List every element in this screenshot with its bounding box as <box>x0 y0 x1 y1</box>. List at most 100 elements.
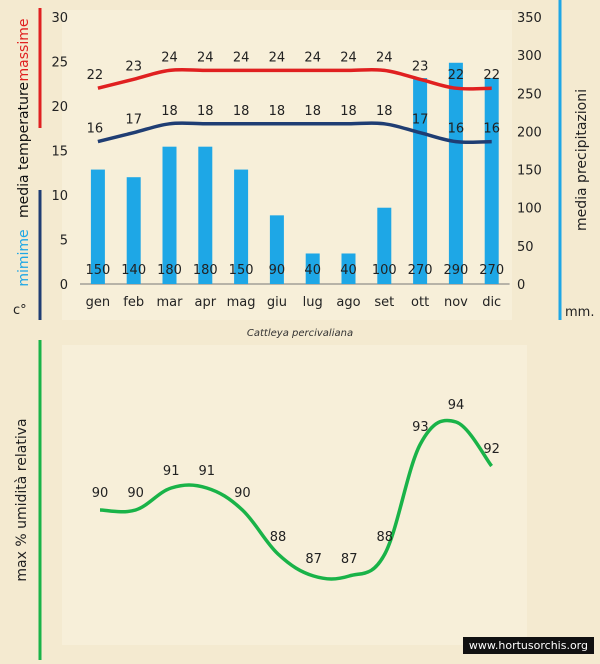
right-tick-label: 0 <box>517 278 525 293</box>
min-label: mimime <box>16 229 32 286</box>
temperature-value-label: 18 <box>304 104 321 119</box>
top-category-label: ott <box>411 295 429 310</box>
right-tick-label: 50 <box>517 240 534 255</box>
right-unit-label: mm. <box>565 305 594 320</box>
bar-value-label: 150 <box>85 263 110 278</box>
bar-value-label: 40 <box>304 263 321 278</box>
top-category-label: lug <box>303 295 323 310</box>
top-category-label: dic <box>482 295 501 310</box>
right-tick-label: 350 <box>517 11 542 26</box>
temperature-value-label: 22 <box>448 68 465 83</box>
precipitation-bar <box>448 62 463 285</box>
top-category-label: feb <box>123 295 144 310</box>
temperature-value-label: 18 <box>269 104 286 119</box>
precipitation-axis-label: media precipitazioni <box>574 89 590 231</box>
bar-value-label: 180 <box>193 263 218 278</box>
left-tick-label: 30 <box>51 11 68 26</box>
top-category-label: gen <box>86 295 111 310</box>
min-temperature-line <box>97 121 492 145</box>
top-category-label: ago <box>336 295 360 310</box>
temperature-value-label: 24 <box>340 50 357 65</box>
humidity-value-label: 88 <box>377 530 394 545</box>
top-category-label: nov <box>444 295 468 310</box>
humidity-line <box>99 418 494 581</box>
humidity-value-label: 87 <box>305 552 322 567</box>
temperature-value-label: 18 <box>340 104 357 119</box>
temperature-value-label: 17 <box>412 113 429 128</box>
humidity-value-label: 93 <box>412 420 429 435</box>
humidity-value-label: 91 <box>163 464 180 479</box>
humidity-value-label: 87 <box>341 552 358 567</box>
top-category-label: apr <box>195 295 217 310</box>
watermark: www.hortusorchis.org <box>462 637 594 654</box>
chart-title: Cattleya percivaliana <box>247 328 353 339</box>
precipitation-bar <box>484 78 499 285</box>
bar-value-label: 180 <box>157 263 182 278</box>
temperature-value-label: 22 <box>483 68 500 83</box>
temperature-value-label: 18 <box>161 104 178 119</box>
left-tick-label: 0 <box>60 278 68 293</box>
left-tick-label: 15 <box>51 145 68 160</box>
right-tick-label: 100 <box>517 202 542 217</box>
bar-value-label: 140 <box>121 263 146 278</box>
precipitation-bar <box>90 169 105 284</box>
bar-value-label: 270 <box>408 263 433 278</box>
precipitation-bar <box>377 207 392 284</box>
temperature-value-label: 24 <box>376 50 393 65</box>
precipitation-bar <box>341 253 356 284</box>
top-category-label: mar <box>157 295 184 310</box>
temperature-value-label: 22 <box>87 68 104 83</box>
temperature-value-label: 24 <box>304 50 321 65</box>
temperature-value-label: 18 <box>233 104 250 119</box>
temperature-value-label: 24 <box>233 50 250 65</box>
precipitation-bar <box>413 78 428 285</box>
temperature-value-label: 18 <box>197 104 214 119</box>
bar-value-label: 100 <box>372 263 397 278</box>
left-tick-label: 10 <box>51 189 68 204</box>
top-category-label: set <box>374 295 394 310</box>
temperature-value-label: 23 <box>125 59 142 74</box>
temperature-value-label: 24 <box>269 50 286 65</box>
humidity-chart: max % umidità relativa 90 90 91 91 90 88 87 87 88… <box>14 340 500 660</box>
precipitation-bar <box>162 146 177 284</box>
right-tick-label: 300 <box>517 49 542 64</box>
humidity-value-label: 90 <box>234 486 251 501</box>
max-temperature-line <box>97 67 492 91</box>
humidity-value-label: 92 <box>483 442 500 457</box>
humidity-value-label: 94 <box>448 398 465 413</box>
precipitation-bar <box>198 146 213 284</box>
temperature-value-label: 18 <box>376 104 393 119</box>
temperature-value-label: 24 <box>161 50 178 65</box>
humidity-axis-label: max % umidità relativa <box>14 418 30 581</box>
left-tick-label: 25 <box>51 56 68 71</box>
temperature-value-label: 23 <box>412 59 429 74</box>
temperature-value-label: 16 <box>448 122 465 137</box>
humidity-value-label: 90 <box>127 486 144 501</box>
left-tick-label: 5 <box>60 234 68 249</box>
max-label: massime <box>16 19 32 82</box>
bar-value-label: 150 <box>229 263 254 278</box>
precipitation-bar <box>234 169 249 284</box>
bottom-chart-panel <box>62 345 527 645</box>
left-unit-label: c° <box>13 303 27 318</box>
temperature-value-label: 16 <box>87 122 104 137</box>
precipitation-bar <box>269 215 284 284</box>
bar-value-label: 40 <box>340 263 357 278</box>
precipitation-bar <box>305 253 320 284</box>
precipitation-bar <box>126 177 141 284</box>
right-tick-label: 250 <box>517 87 542 102</box>
humidity-value-label: 90 <box>92 486 109 501</box>
bar-value-label: 90 <box>269 263 286 278</box>
temperature-axis-label: media temperature <box>16 82 32 218</box>
right-tick-label: 150 <box>517 164 542 179</box>
bar-value-label: 290 <box>443 263 468 278</box>
left-tick-label: 20 <box>51 100 68 115</box>
temperature-value-label: 24 <box>197 50 214 65</box>
bar-value-label: 270 <box>479 263 504 278</box>
temperature-value-label: 17 <box>125 113 142 128</box>
right-tick-label: 200 <box>517 125 542 140</box>
top-category-label: giu <box>267 295 287 310</box>
